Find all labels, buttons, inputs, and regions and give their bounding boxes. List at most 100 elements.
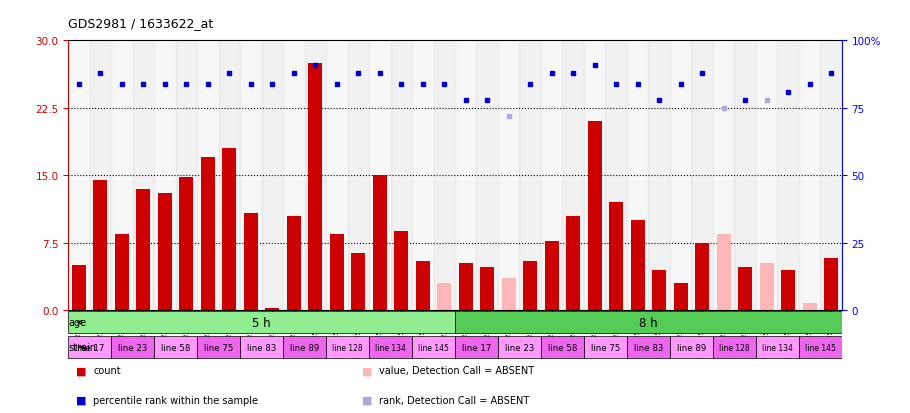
Bar xyxy=(523,261,537,310)
Bar xyxy=(244,214,258,310)
Bar xyxy=(111,336,154,358)
Text: line 75: line 75 xyxy=(204,343,233,352)
Bar xyxy=(240,41,262,310)
Text: ■: ■ xyxy=(76,366,86,375)
Bar xyxy=(648,41,670,310)
Bar xyxy=(266,309,279,310)
Bar xyxy=(369,41,390,310)
Bar xyxy=(390,41,412,310)
Bar xyxy=(68,336,111,358)
Bar xyxy=(824,258,838,310)
Bar xyxy=(713,336,756,358)
Bar xyxy=(136,189,150,310)
Bar xyxy=(670,336,713,358)
Bar xyxy=(369,336,412,358)
Bar xyxy=(154,41,176,310)
Bar xyxy=(90,41,111,310)
Bar xyxy=(94,180,107,310)
Text: ■: ■ xyxy=(362,366,373,375)
Bar xyxy=(240,336,283,358)
Bar xyxy=(412,336,455,358)
Text: line 23: line 23 xyxy=(505,343,534,352)
Text: 8 h: 8 h xyxy=(639,316,658,329)
Bar xyxy=(197,41,218,310)
Bar xyxy=(154,336,197,358)
Bar xyxy=(566,216,581,310)
Bar xyxy=(520,41,541,310)
Bar xyxy=(179,178,194,310)
Bar xyxy=(695,243,709,310)
Bar xyxy=(283,336,326,358)
Bar xyxy=(477,41,498,310)
Bar xyxy=(756,336,799,358)
Bar xyxy=(68,311,455,334)
Bar xyxy=(588,122,602,310)
Text: line 128: line 128 xyxy=(332,343,363,352)
Bar xyxy=(716,234,731,310)
Bar xyxy=(781,270,795,310)
Text: line 134: line 134 xyxy=(762,343,793,352)
Bar xyxy=(541,41,562,310)
Bar xyxy=(756,41,777,310)
Bar xyxy=(799,336,842,358)
Bar xyxy=(348,41,369,310)
Bar xyxy=(68,41,90,310)
Bar xyxy=(197,336,240,358)
Bar xyxy=(133,41,154,310)
Text: age: age xyxy=(68,318,86,328)
Bar xyxy=(283,41,305,310)
Bar xyxy=(627,41,648,310)
Text: value, Detection Call = ABSENT: value, Detection Call = ABSENT xyxy=(379,366,534,375)
Text: line 89: line 89 xyxy=(677,343,706,352)
Bar xyxy=(308,64,322,310)
Text: line 128: line 128 xyxy=(719,343,750,352)
Bar xyxy=(459,263,472,310)
Bar xyxy=(222,149,237,310)
Bar xyxy=(373,176,387,310)
Text: strain: strain xyxy=(68,342,96,352)
Text: line 83: line 83 xyxy=(247,343,277,352)
Text: line 89: line 89 xyxy=(290,343,319,352)
Bar xyxy=(799,41,820,310)
Bar xyxy=(673,283,688,310)
Bar xyxy=(670,41,692,310)
Bar xyxy=(438,283,451,310)
Bar xyxy=(501,278,516,310)
Bar xyxy=(115,234,129,310)
Bar xyxy=(734,41,756,310)
Text: line 17: line 17 xyxy=(461,343,491,352)
Bar xyxy=(287,216,301,310)
Text: 5 h: 5 h xyxy=(252,316,271,329)
Bar xyxy=(455,311,842,334)
Bar xyxy=(777,41,799,310)
Text: count: count xyxy=(93,366,121,375)
Bar xyxy=(72,266,86,310)
Bar xyxy=(541,336,584,358)
Text: rank, Detection Call = ABSENT: rank, Detection Call = ABSENT xyxy=(379,395,530,405)
Text: line 23: line 23 xyxy=(118,343,147,352)
Bar xyxy=(176,41,197,310)
Text: line 75: line 75 xyxy=(591,343,620,352)
Bar xyxy=(394,231,409,310)
Bar xyxy=(713,41,734,310)
Bar xyxy=(455,336,498,358)
Text: line 145: line 145 xyxy=(418,343,449,352)
Bar xyxy=(760,263,774,310)
Bar xyxy=(584,336,627,358)
Bar xyxy=(609,203,623,310)
Bar xyxy=(803,303,816,310)
Bar xyxy=(738,267,752,310)
Bar xyxy=(631,221,644,310)
Bar xyxy=(455,41,477,310)
Bar xyxy=(111,41,133,310)
Bar xyxy=(329,234,344,310)
Text: line 17: line 17 xyxy=(75,343,105,352)
Bar xyxy=(262,41,283,310)
Bar xyxy=(498,41,520,310)
Bar xyxy=(433,41,455,310)
Bar xyxy=(605,41,627,310)
Text: ■: ■ xyxy=(362,395,373,405)
Text: percentile rank within the sample: percentile rank within the sample xyxy=(93,395,258,405)
Bar xyxy=(158,194,172,310)
Bar xyxy=(498,336,541,358)
